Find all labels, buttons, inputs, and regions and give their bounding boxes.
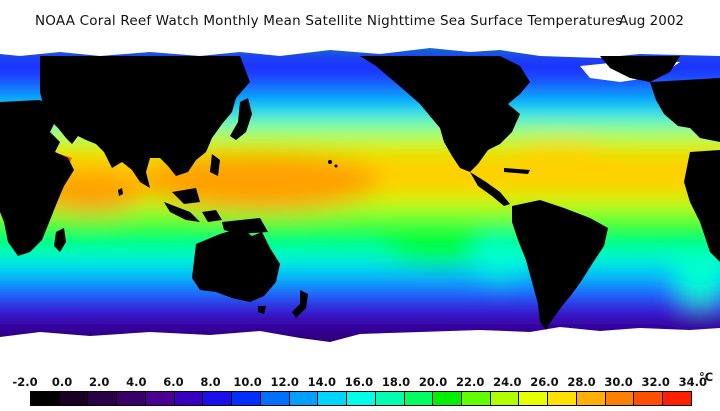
legend-tick-label: 30.0: [604, 375, 633, 389]
legend-swatch: [88, 392, 118, 405]
legend-swatch: [203, 392, 233, 405]
north-america-landmass: [360, 56, 530, 172]
legend-tick-label: -2.0: [12, 375, 38, 389]
legend-swatch: [433, 392, 463, 405]
legend-swatch: [605, 392, 635, 405]
legend-swatch: [318, 392, 348, 405]
europe-landmass: [650, 78, 720, 142]
legend-swatch: [347, 392, 376, 405]
date-label: Aug 2002: [619, 13, 685, 29]
legend-tick-label: 26.0: [530, 375, 559, 389]
legend-tick-label: 4.0: [126, 375, 147, 389]
legend-tick-label: 8.0: [200, 375, 221, 389]
legend-tick-label: 12.0: [270, 375, 299, 389]
legend-colorbar: [30, 391, 692, 406]
legend-swatch: [31, 392, 60, 405]
asia-landmass: [40, 56, 250, 188]
legend-swatch: [232, 392, 261, 405]
legend-swatch: [404, 392, 434, 405]
legend-tick-label: 32.0: [641, 375, 670, 389]
legend-tick-label: 16.0: [344, 375, 374, 389]
legend-swatch: [548, 392, 577, 405]
legend-swatch: [519, 392, 549, 405]
legend-tick-label: 24.0: [493, 375, 522, 389]
legend-unit-label: °C: [699, 370, 714, 384]
land-masses: [0, 56, 720, 330]
legend-tick-label: 34.0: [678, 375, 707, 389]
legend-swatch: [260, 392, 290, 405]
legend-swatch: [490, 392, 520, 405]
legend-tick-label: 14.0: [307, 375, 336, 389]
legend-swatch: [174, 392, 204, 405]
legend-tick-label: 28.0: [567, 375, 596, 389]
sst-map-image: [0, 42, 720, 372]
legend-swatch: [375, 392, 405, 405]
africa-landmass: [0, 100, 74, 256]
legend-tick-label: 10.0: [233, 375, 262, 389]
legend-tick-label: 6.0: [163, 375, 184, 389]
legend-swatch: [576, 392, 606, 405]
page-title: NOAA Coral Reef Watch Monthly Mean Satel…: [35, 13, 623, 29]
legend-tick-label: 0.0: [51, 375, 73, 389]
legend-tick-label: 22.0: [456, 375, 485, 389]
title-bar: NOAA Coral Reef Watch Monthly Mean Satel…: [0, 0, 720, 42]
legend-tick-label: 2.0: [89, 375, 110, 389]
legend-tick-labels: -2.0 0.0 2.0 4.0 6.0 8.0 10.0 12.0 14.0 16.0 18.0 2…: [0, 375, 720, 391]
legend-swatch: [462, 392, 491, 405]
color-legend: -2.0 0.0 2.0 4.0 6.0 8.0 10.0 12.0 14.0 16.0 18.0 2…: [0, 370, 720, 411]
legend-swatch: [289, 392, 319, 405]
legend-swatch: [117, 392, 146, 405]
australia-landmass: [192, 228, 280, 302]
south-america-landmass: [512, 200, 608, 330]
sst-map: [0, 42, 720, 372]
legend-swatch: [59, 392, 89, 405]
legend-tick-label: 18.0: [381, 375, 411, 389]
legend-tick-label: 20.0: [418, 375, 448, 389]
legend-swatch: [145, 392, 175, 405]
legend-swatch: [634, 392, 664, 405]
legend-swatch: [663, 392, 691, 405]
